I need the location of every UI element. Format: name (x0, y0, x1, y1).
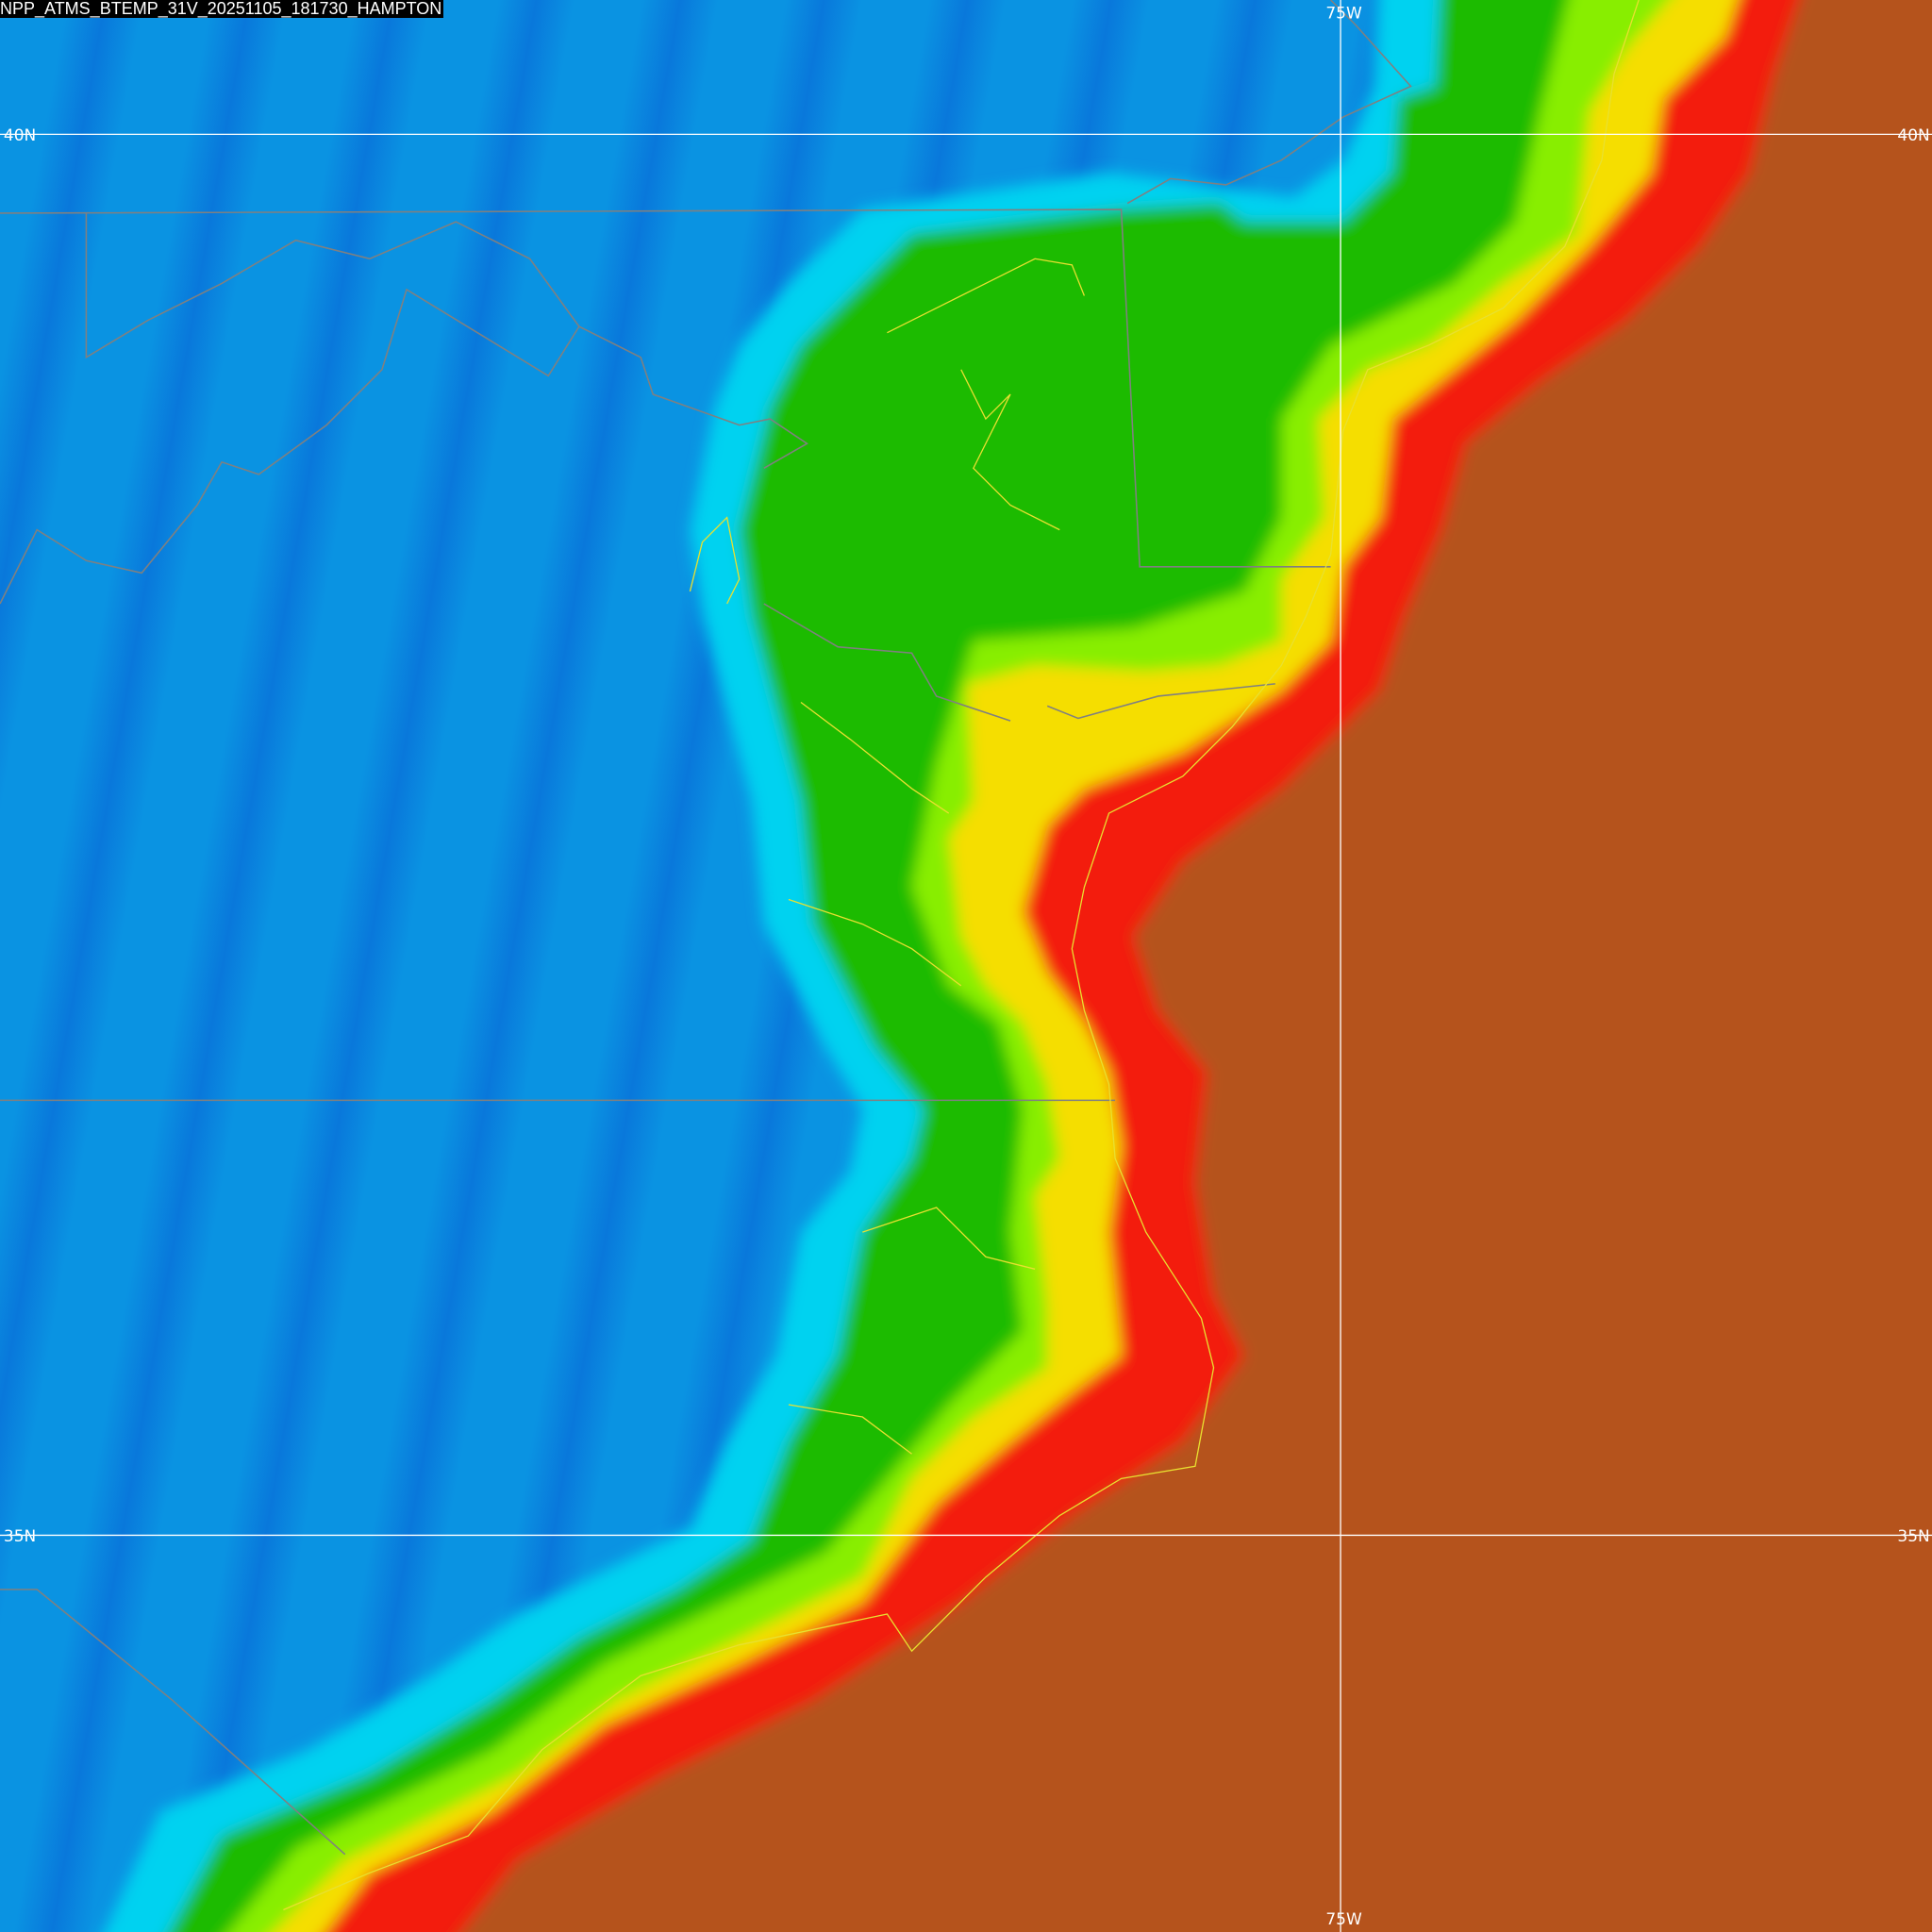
state-borders (0, 0, 1412, 1856)
label-lat40-left: 40N (4, 126, 36, 145)
temperature-bands (104, 0, 1932, 1932)
coastlines (283, 0, 1640, 1911)
product-title: NPP_ATMS_BTEMP_31V_20251105_181730_HAMPT… (0, 0, 444, 18)
label-lat35-right: 35N (1897, 1527, 1929, 1546)
label-lat35-left: 35N (4, 1527, 36, 1546)
label-lon-top: 75W (1325, 5, 1362, 24)
label-lon-bottom: 75W (1325, 1910, 1362, 1929)
band-brown (461, 0, 1932, 1932)
label-lat40-right: 40N (1897, 126, 1929, 145)
